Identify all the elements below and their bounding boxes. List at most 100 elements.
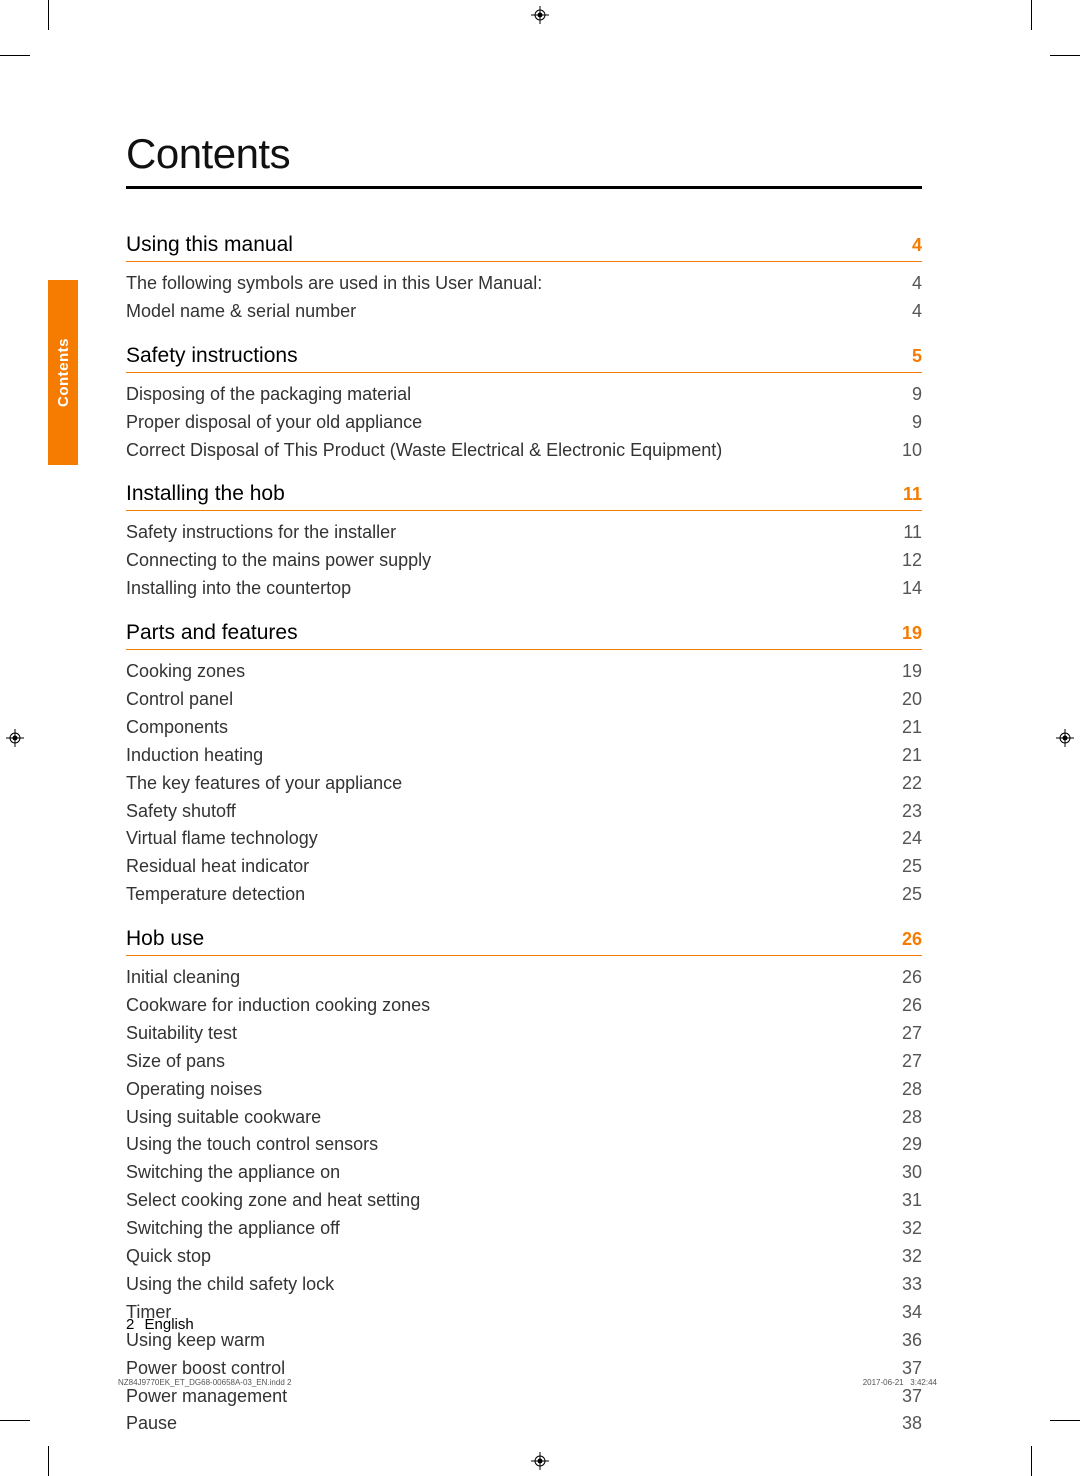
toc-section-title: Hob use [126, 927, 204, 951]
toc-sub-item: Pause38 [126, 1410, 922, 1438]
crop-mark [1050, 55, 1080, 56]
toc-sub-label: Correct Disposal of This Product (Waste … [126, 437, 722, 465]
toc-sub-item: Using the touch control sensors29 [126, 1131, 922, 1159]
toc-sub-label: Suitability test [126, 1020, 237, 1048]
toc-sub-page: 10 [902, 437, 922, 465]
toc-sub-page: 19 [902, 658, 922, 686]
crop-mark [1050, 1420, 1080, 1421]
toc-sub-list: Initial cleaning 26 Cookware for induction… [126, 964, 922, 1438]
toc-sub-page: 32 [902, 1215, 922, 1243]
toc-sub-item: Cooking zones19 [126, 658, 922, 686]
toc-sub-page: 31 [902, 1187, 922, 1215]
toc-sub-label: Operating noises [126, 1076, 262, 1104]
toc-sub-label: Size of pans [126, 1048, 225, 1076]
toc-section-page: 4 [912, 235, 922, 256]
toc-sub-label: Cookware for induction cooking zones [126, 992, 430, 1020]
toc-sub-page: 33 [902, 1271, 922, 1299]
toc-section-page: 26 [902, 929, 922, 950]
toc-sub-page: 11 [903, 519, 922, 547]
crop-mark [1031, 1446, 1032, 1476]
toc-section-title: Parts and features [126, 621, 298, 645]
toc-sub-label: Switching the appliance off [126, 1215, 340, 1243]
toc-section: Parts and features 19Cooking zones19Contr… [126, 621, 922, 909]
toc-sub-page: 34 [902, 1299, 922, 1327]
toc-sub-label: Model name & serial number [126, 298, 356, 326]
toc-sections: Using this manual 4 The following symbols … [126, 233, 922, 1438]
toc-sub-list: The following symbols are used in this U… [126, 270, 922, 326]
toc-sub-page: 38 [902, 1410, 922, 1438]
toc-sub-label: Switching the appliance on [126, 1159, 340, 1187]
registration-mark-icon [1056, 729, 1074, 747]
toc-sub-page: 4 [912, 270, 922, 298]
toc-section: Safety instructions5 Disposing of the pac… [126, 344, 922, 465]
toc-sub-page: 25 [902, 853, 922, 881]
toc-sub-page: 4 [912, 298, 922, 326]
toc-sub-item: Using the child safety lock 33 [126, 1271, 922, 1299]
toc-sub-label: Components [126, 714, 228, 742]
toc-sub-item: Residual heat indicator25 [126, 853, 922, 881]
toc-sub-label: Installing into the countertop [126, 575, 351, 603]
toc-sub-page: 29 [902, 1131, 922, 1159]
toc-sub-label: The key features of your appliance [126, 770, 402, 798]
toc-sub-label: Temperature detection [126, 881, 305, 909]
toc-section: Installing the hob 11 Safety instructions … [126, 482, 922, 603]
toc-sub-item: Correct Disposal of This Product (Waste … [126, 437, 922, 465]
toc-section-header: Safety instructions5 [126, 344, 922, 373]
crop-mark [1031, 0, 1032, 30]
toc-sub-item: Connecting to the mains power supply 12 [126, 547, 922, 575]
toc-section-title: Safety instructions [126, 344, 298, 368]
page-frame: Contents Contents Using this manual4The … [48, 55, 1032, 1421]
page-number: 2 [126, 1316, 134, 1333]
toc-sub-page: 30 [902, 1159, 922, 1187]
toc-sub-label: Virtual flame technology [126, 825, 318, 853]
toc-sub-page: 26 [902, 964, 922, 992]
toc-sub-page: 21 [902, 742, 922, 770]
toc-sub-item: Suitability test 27 [126, 1020, 922, 1048]
toc-sub-label: Initial cleaning [126, 964, 240, 992]
toc-sub-label: Select cooking zone and heat setting [126, 1187, 420, 1215]
toc-sub-page: 22 [902, 770, 922, 798]
toc-sub-label: Disposing of the packaging material [126, 381, 411, 409]
toc-sub-label: Using the child safety lock [126, 1271, 334, 1299]
toc-sub-page: 36 [902, 1327, 922, 1355]
page-title: Contents [126, 130, 922, 178]
toc-sub-page: 14 [902, 575, 922, 603]
crop-mark [0, 55, 30, 56]
toc-sub-item: Initial cleaning 26 [126, 964, 922, 992]
registration-mark-icon [531, 6, 549, 24]
toc-sub-item: Switching the appliance off 32 [126, 1215, 922, 1243]
toc-sub-label: Quick stop [126, 1243, 211, 1271]
toc-sub-item: Select cooking zone and heat setting 31 [126, 1187, 922, 1215]
toc-sub-item: Temperature detection25 [126, 881, 922, 909]
toc-sub-page: 9 [912, 381, 922, 409]
toc-section-title: Installing the hob [126, 482, 285, 506]
toc-sub-item: Safety shutoff23 [126, 798, 922, 826]
toc-section-title: Using this manual [126, 233, 293, 257]
toc-sub-item: Quick stop32 [126, 1243, 922, 1271]
toc-sub-page: 20 [902, 686, 922, 714]
crop-mark [0, 1420, 30, 1421]
toc-sub-label: Safety instructions for the installer [126, 519, 396, 547]
toc-sub-label: Connecting to the mains power supply [126, 547, 431, 575]
toc-sub-item: Switching the appliance on 30 [126, 1159, 922, 1187]
toc-section-page: 11 [903, 484, 922, 505]
toc-sub-item: Size of pans27 [126, 1048, 922, 1076]
toc-sub-item: Using suitable cookware28 [126, 1104, 922, 1132]
toc-sub-label: The following symbols are used in this U… [126, 270, 542, 298]
toc-sub-page: 9 [912, 409, 922, 437]
crop-mark [48, 1446, 49, 1476]
toc-section-header: Using this manual 4 [126, 233, 922, 262]
toc-sub-label: Induction heating [126, 742, 263, 770]
toc-section-header: Installing the hob 11 [126, 482, 922, 511]
toc-sub-item: Model name & serial number 4 [126, 298, 922, 326]
toc-sub-page: 27 [902, 1020, 922, 1048]
toc-sub-page: 23 [902, 798, 922, 826]
toc-sub-list: Safety instructions for the installer11C… [126, 519, 922, 603]
toc-section: Hob use 26 Initial cleaning 26 Cookware for … [126, 927, 922, 1438]
toc-sub-item: Control panel20 [126, 686, 922, 714]
toc-sub-page: 28 [902, 1104, 922, 1132]
page-language: English [145, 1316, 194, 1333]
toc-sub-label: Proper disposal of your old appliance [126, 409, 422, 437]
toc-section: Using this manual 4 The following symbols … [126, 233, 922, 326]
toc-sub-page: 12 [902, 547, 922, 575]
